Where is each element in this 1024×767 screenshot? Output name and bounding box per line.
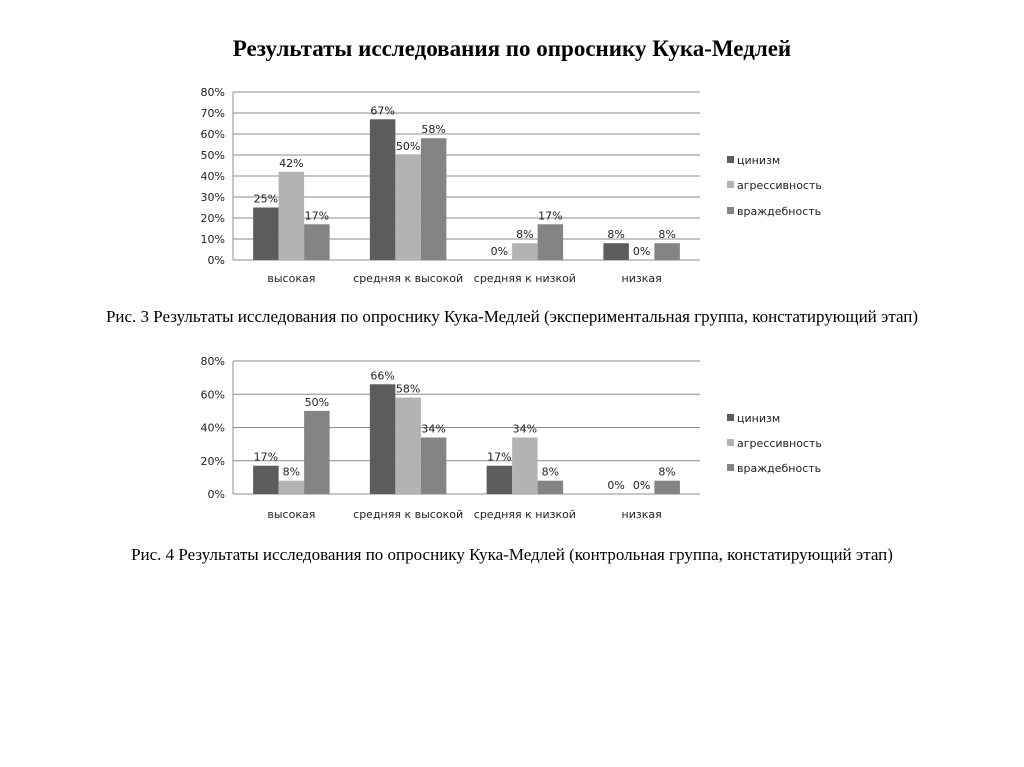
bar-агрессивность: [278, 480, 305, 494]
y-tick-label: 0%: [208, 254, 225, 267]
category-label: средняя к высокой: [353, 272, 463, 285]
data-label: 0%: [633, 245, 650, 258]
data-label: 58%: [396, 383, 420, 396]
y-tick-label: 40%: [201, 422, 225, 435]
data-label: 17%: [254, 451, 278, 464]
chart-control-group: 0% 20% 40% 60% 80% 17% 8% 50% высокая 66%58% 34% ср…: [201, 355, 822, 521]
bar-цинизм: [253, 465, 279, 494]
legend-label: враждебность: [737, 462, 821, 475]
legend-label: агрессивность: [737, 179, 822, 192]
data-label: 42%: [279, 157, 303, 170]
data-label: 66%: [370, 369, 394, 382]
y-tick-label: 30%: [201, 191, 225, 204]
bar-агрессивность: [512, 243, 538, 260]
data-label: 8%: [607, 228, 624, 241]
bar-цинизм: [486, 465, 513, 494]
data-label: 67%: [370, 104, 394, 117]
chart-experimental-group: 0% 10% 20% 30% 40% 50% 60% 70% 80% 25% 42% 17% высок…: [201, 86, 822, 285]
bar-враждебность: [654, 243, 680, 260]
legend-label: цинизм: [737, 412, 780, 425]
data-label: 8%: [516, 228, 533, 241]
legend-label: враждебность: [737, 205, 821, 218]
bar-враждебность: [537, 480, 564, 494]
data-label: 0%: [491, 245, 508, 258]
bar-агрессивность: [395, 155, 421, 260]
y-tick-label: 0%: [208, 488, 225, 501]
data-label: 8%: [283, 466, 300, 479]
bar-враждебность: [420, 138, 447, 260]
bar-агрессивность: [278, 171, 305, 260]
y-tick-label: 20%: [201, 212, 225, 225]
legend-swatch: [727, 207, 734, 214]
y-tick-label: 60%: [201, 128, 225, 141]
y-tick-label: 80%: [201, 86, 225, 99]
bar-враждебность: [304, 224, 330, 260]
data-label: 8%: [658, 466, 675, 479]
data-label: 17%: [305, 209, 329, 222]
category-label: низкая: [622, 508, 662, 521]
data-label: 0%: [607, 479, 624, 492]
data-label: 34%: [421, 422, 445, 435]
bar-цинизм: [253, 207, 279, 260]
category-label: высокая: [267, 508, 315, 521]
data-label: 58%: [421, 123, 445, 136]
legend-swatch: [727, 464, 734, 471]
bar-враждебность: [537, 224, 564, 260]
y-tick-label: 10%: [201, 233, 225, 246]
bar-враждебность: [420, 437, 447, 494]
legend-label: цинизм: [737, 154, 780, 167]
legend-swatch: [727, 181, 734, 188]
bar-враждебность: [304, 410, 330, 494]
bar-враждебность: [654, 480, 680, 494]
data-label: 8%: [658, 228, 675, 241]
data-label: 25%: [254, 193, 278, 206]
data-label: 34%: [513, 422, 537, 435]
data-label: 17%: [487, 451, 511, 464]
y-tick-label: 80%: [201, 355, 225, 368]
data-label: 17%: [538, 209, 562, 222]
category-label: высокая: [267, 272, 315, 285]
caption-figure-4: Рис. 4 Результаты исследования по опросн…: [131, 545, 893, 564]
category-label: низкая: [622, 272, 662, 285]
y-tick-label: 60%: [201, 388, 225, 401]
data-label: 50%: [305, 396, 329, 409]
y-tick-label: 70%: [201, 107, 225, 120]
legend-label: агрессивность: [737, 437, 822, 450]
bar-агрессивность: [395, 397, 421, 494]
bar-цинизм: [369, 119, 396, 260]
caption-figure-3: Рис. 3 Результаты исследования по опросн…: [105, 307, 919, 326]
bar-цинизм: [603, 243, 629, 260]
data-label: 8%: [542, 466, 559, 479]
y-tick-label: 40%: [201, 170, 225, 183]
page-title: Результаты исследования по опроснику Кук…: [232, 36, 792, 61]
data-label: 50%: [396, 140, 420, 153]
y-tick-label: 50%: [201, 149, 225, 162]
legend-swatch: [727, 414, 734, 421]
category-label: средняя к высокой: [353, 508, 463, 521]
legend-swatch: [727, 439, 734, 446]
y-tick-label: 20%: [201, 455, 225, 468]
legend-swatch: [727, 156, 734, 163]
category-label: средняя к низкой: [474, 508, 576, 521]
bar-цинизм: [369, 384, 396, 494]
category-label: средняя к низкой: [474, 272, 576, 285]
bar-агрессивность: [512, 437, 538, 494]
data-label: 0%: [633, 479, 650, 492]
